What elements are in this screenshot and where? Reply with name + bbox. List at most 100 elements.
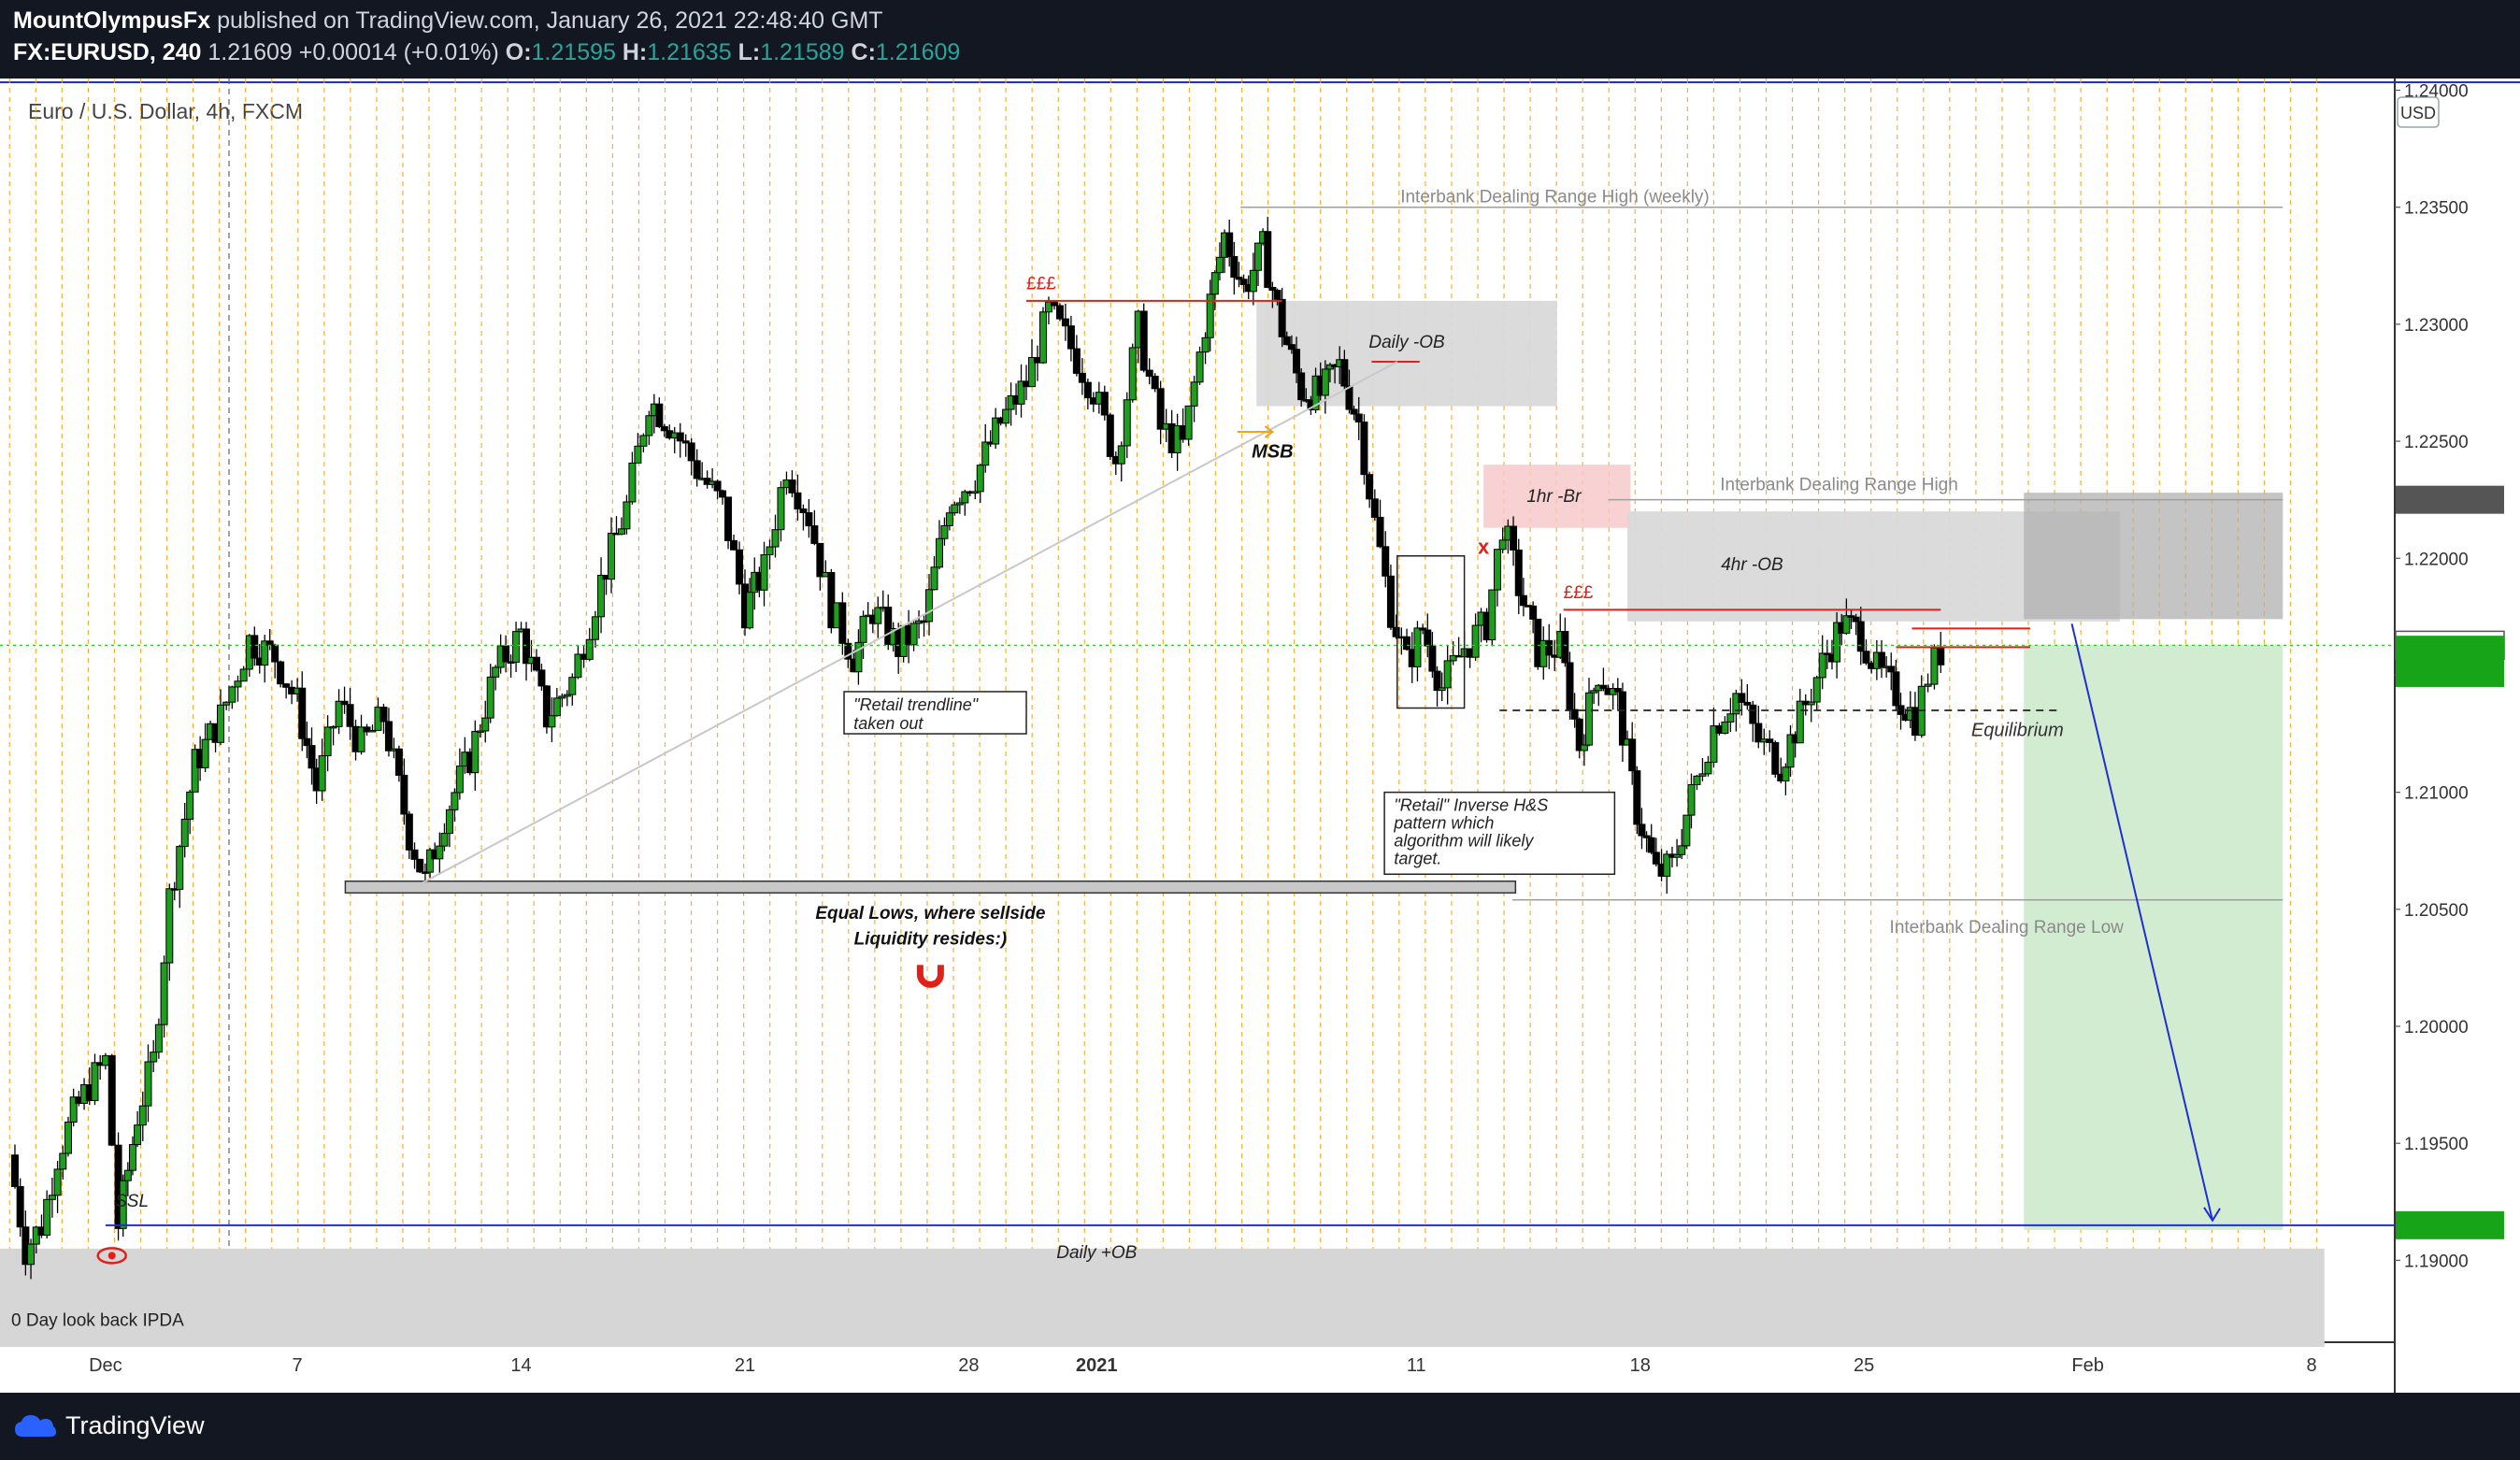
1hr-br-label: 1hr -Br	[1526, 487, 1582, 507]
candle-body	[799, 508, 808, 514]
candle-body	[298, 687, 307, 739]
candle-body	[1253, 242, 1262, 271]
candle-body	[1673, 853, 1682, 858]
candle-body	[1210, 272, 1219, 295]
pounds-label-2: £££	[1564, 583, 1594, 603]
candle-body	[628, 462, 637, 503]
candle-body	[340, 700, 349, 706]
candle-body	[323, 726, 332, 757]
candle-body	[1488, 589, 1496, 641]
candle-body	[1449, 654, 1457, 662]
x-tick-label: 7	[293, 1355, 303, 1376]
candle-body	[1249, 269, 1257, 293]
candle-body	[955, 502, 964, 506]
candle-body	[1599, 684, 1608, 689]
candle-body	[318, 755, 326, 792]
candle-body	[1128, 347, 1137, 401]
candle-body	[1083, 381, 1092, 399]
candle-body	[228, 686, 236, 703]
candle-body	[788, 479, 796, 494]
candle-body	[1278, 298, 1286, 337]
equal-lows-box	[345, 880, 1516, 894]
candle-body	[1027, 356, 1036, 388]
candle-body	[1498, 539, 1507, 551]
candle-body	[617, 528, 625, 535]
candle-body	[1937, 647, 1945, 666]
candle-body	[591, 616, 599, 640]
candle-body	[608, 532, 616, 580]
candle-body	[844, 642, 852, 660]
candle-body	[119, 1180, 127, 1229]
candle-body	[660, 425, 668, 432]
candle-body	[992, 417, 1000, 445]
candle-body	[1017, 380, 1025, 405]
candle-body	[123, 1169, 132, 1181]
candle-body	[736, 549, 744, 585]
symbol-name[interactable]: FX:EURUSD, 240	[13, 39, 202, 65]
pounds-label-1: £££	[1026, 274, 1056, 293]
candle-body	[930, 566, 938, 591]
candle-body	[1519, 594, 1527, 607]
candle-body	[201, 738, 209, 768]
candle-body	[971, 491, 980, 494]
candle-body	[502, 645, 510, 663]
candle-body	[951, 504, 959, 514]
candle-body	[1847, 615, 1855, 618]
tradingview-logo[interactable]: TradingView	[13, 1411, 205, 1440]
candle-body	[436, 845, 444, 860]
candle-body	[1215, 256, 1224, 274]
tradingview-brand: TradingView	[65, 1411, 205, 1439]
msb-arrowhead	[1264, 425, 1275, 438]
candle-body	[271, 644, 279, 663]
candle-body	[512, 631, 521, 663]
candle-body	[1145, 369, 1153, 378]
price-change: +0.00014 (+0.01%)	[298, 39, 499, 65]
candle-body	[884, 607, 893, 645]
candle-body	[101, 1054, 109, 1066]
candle-body	[1842, 615, 1851, 634]
candle-body	[357, 726, 365, 752]
open-value: 1.21595	[531, 39, 616, 65]
equal-lows-outline	[344, 880, 1517, 895]
candle-body	[1732, 693, 1740, 715]
close-value: 1.21609	[875, 39, 961, 65]
candle-body	[1911, 707, 1919, 737]
candle-body	[827, 572, 836, 629]
candle-body	[394, 748, 403, 776]
price-chart[interactable]: USD Euro / U.S. Dollar, 4h, FXCM Interba…	[0, 79, 2520, 1393]
candle-body	[1575, 718, 1583, 751]
author-name[interactable]: MountOlympusFx	[13, 7, 211, 34]
candle-body	[251, 635, 259, 659]
candle-body	[719, 490, 727, 498]
candle-body	[1139, 310, 1148, 371]
candle-body	[144, 1061, 152, 1107]
candle-body	[1354, 413, 1363, 423]
candle-body	[16, 1185, 24, 1228]
candle-body	[854, 641, 863, 673]
candle-body	[563, 694, 571, 697]
candle-body	[794, 492, 802, 510]
candle-body	[154, 1023, 163, 1053]
candle-body	[222, 701, 231, 706]
candle-body	[1321, 368, 1329, 396]
candle-body	[261, 640, 269, 666]
candle-body	[1687, 783, 1696, 816]
candle-body	[234, 680, 242, 688]
candle-body	[1633, 770, 1641, 825]
candle-body	[1471, 624, 1480, 658]
price-label-box	[2396, 1210, 2504, 1239]
daily-plus-ob-zone	[0, 1248, 2325, 1348]
candle-body	[1419, 627, 1427, 631]
ipda-label: 0 Day look back IPDA	[11, 1310, 184, 1330]
candle-body	[1590, 690, 1598, 694]
premium-zone	[2024, 493, 2284, 620]
candle-body	[186, 791, 194, 820]
candle-body	[486, 676, 494, 719]
candle-body	[303, 737, 311, 747]
equal-lows-label-2: Liquidity resides:)	[854, 929, 1008, 949]
currency-badge[interactable]	[2397, 96, 2440, 128]
candle-body	[191, 749, 199, 793]
candle-body	[1044, 301, 1052, 313]
candle-body	[1566, 662, 1574, 710]
candle-body	[945, 512, 953, 526]
